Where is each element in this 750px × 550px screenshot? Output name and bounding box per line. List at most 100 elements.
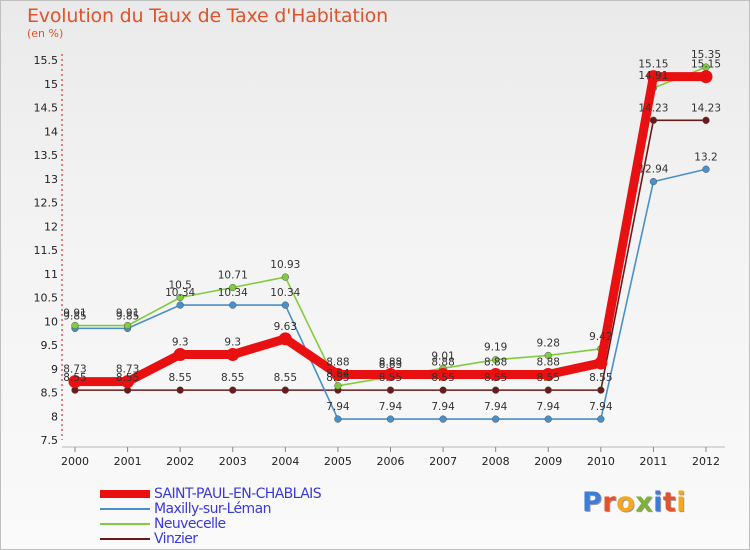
legend-swatch: [100, 490, 150, 498]
data-point: [544, 415, 552, 423]
data-point: [492, 415, 500, 423]
data-point: [278, 332, 292, 346]
legend-label: Neuvecelle: [154, 516, 226, 532]
data-point: [123, 321, 132, 330]
y-tick-label: 14.5: [34, 102, 59, 115]
data-label: 8.55: [326, 372, 349, 384]
y-tick-label: 14: [44, 125, 58, 138]
series-layer: [68, 63, 713, 423]
data-point: [281, 273, 289, 281]
data-label: 9.19: [484, 342, 507, 354]
data-label: 10.5: [168, 280, 191, 292]
x-tick-label: 2009: [534, 455, 562, 468]
x-tick-label: 2003: [219, 455, 247, 468]
unit-label: (en %): [27, 27, 64, 40]
data-point: [176, 293, 184, 302]
data-label: 10.34: [218, 287, 248, 299]
x-tick-label: 2012: [692, 455, 720, 468]
data-point: [176, 386, 184, 394]
logo-letter: t: [662, 487, 677, 518]
data-point: [226, 348, 240, 361]
data-label: 7.94: [484, 401, 508, 413]
data-label: 8.55: [116, 372, 139, 384]
data-point: [331, 367, 345, 381]
data-label: 9.85: [63, 310, 86, 322]
data-label: 8.88: [326, 356, 349, 368]
logo-letter: x: [635, 487, 654, 518]
data-label: 14.23: [691, 102, 721, 114]
proxiti-logo: Proxiti: [582, 487, 686, 518]
data-label: 7.94: [431, 401, 455, 413]
series-line-3: [75, 119, 706, 391]
y-tick-label: 15: [44, 78, 58, 91]
data-label: 12.94: [638, 164, 668, 176]
data-label: 8.83: [379, 359, 402, 371]
y-tick-label: 9.5: [41, 339, 59, 352]
logo-letter: r: [602, 487, 617, 518]
data-label: 8.55: [168, 372, 191, 384]
data-label: 8.73: [116, 364, 139, 376]
y-tick-label: 13.5: [34, 149, 59, 162]
y-tick-label: 13: [44, 173, 58, 186]
axes: 7.5 8 8.5 9 9.5 10 10.5 11 11.5 12 12.5 13 13.5 14 14.…: [34, 54, 725, 468]
y-tick-label: 8.5: [41, 387, 59, 400]
data-point: [386, 386, 395, 394]
data-point: [439, 415, 447, 423]
data-label: 8.88: [484, 356, 507, 368]
data-label: 8.55: [589, 372, 612, 384]
logo-letter: i: [676, 487, 687, 518]
legend-label: SAINT-PAUL-EN-CHABLAIS: [154, 486, 322, 502]
x-tick-label: 2010: [587, 455, 615, 468]
data-label: 8.55: [431, 372, 454, 384]
y-tick-label: 7.5: [41, 434, 59, 447]
data-labels: 8.55 8.55 8.55 8.55 8.55 8.55 8.55 8.55 8.55 8.55…: [63, 49, 721, 413]
data-point: [384, 367, 397, 381]
data-point: [492, 356, 500, 364]
data-label: 9.85: [116, 310, 139, 322]
data-label: 7.94: [589, 401, 613, 413]
data-point: [71, 321, 79, 330]
data-label: 8.73: [63, 364, 86, 376]
data-point: [281, 386, 289, 394]
x-tick-label: 2001: [114, 455, 142, 468]
data-point: [699, 70, 713, 84]
data-label: 13.2: [694, 151, 717, 163]
x-tick-label: 2005: [324, 455, 352, 468]
data-point: [702, 116, 710, 124]
data-point: [597, 415, 605, 423]
data-label: 10.34: [270, 287, 300, 299]
data-point: [597, 386, 605, 394]
y-tick-label: 11.5: [34, 244, 59, 257]
data-label: 8.55: [274, 372, 297, 384]
y-tick-label: 10.5: [34, 292, 59, 305]
data-point: [489, 367, 503, 381]
y-tick-label: 8: [51, 410, 58, 423]
data-point: [492, 386, 500, 394]
data-point: [702, 165, 710, 173]
data-point: [594, 356, 608, 370]
data-label: 8.55: [379, 372, 402, 384]
y-tick-label: 12: [44, 220, 58, 233]
data-label: 7.94: [379, 401, 403, 413]
logo-letter: P: [582, 487, 603, 518]
data-label: 9.3: [172, 337, 189, 349]
data-point: [229, 283, 237, 292]
data-label: 8.88: [431, 356, 454, 368]
data-label: 9.91: [116, 308, 139, 320]
data-point: [229, 301, 237, 309]
data-label: 8.55: [484, 372, 507, 384]
data-point: [68, 375, 82, 389]
legend-swatch: [100, 538, 150, 540]
data-label: 9.3: [224, 337, 241, 349]
data-label: 9.28: [537, 337, 560, 349]
data-label: 8.55: [537, 372, 560, 384]
x-tick-label: 2004: [271, 455, 299, 468]
data-label: 9.42: [589, 331, 612, 343]
data-point: [281, 301, 289, 309]
data-point: [544, 351, 552, 360]
data-label: 8.55: [63, 372, 86, 384]
x-tick-label: 2011: [639, 455, 667, 468]
data-label: 15.15: [638, 59, 668, 71]
